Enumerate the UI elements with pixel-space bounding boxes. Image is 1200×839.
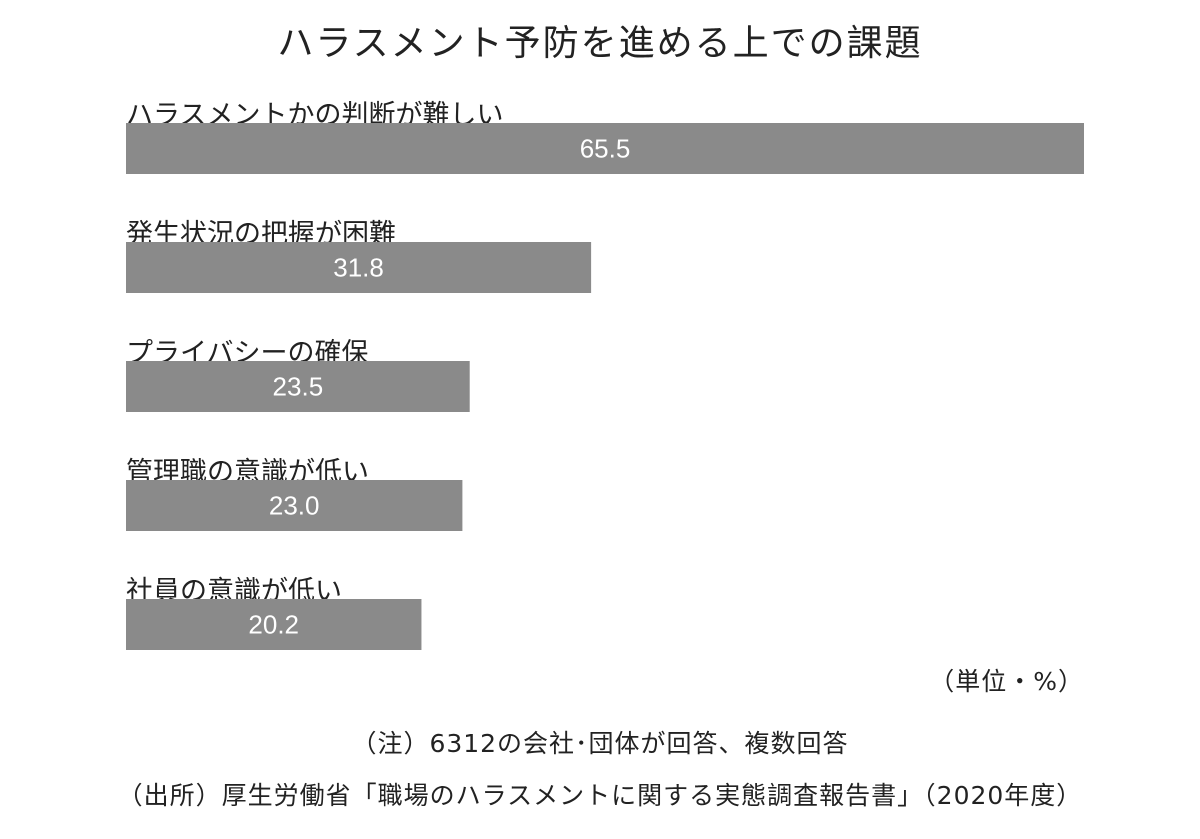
data-label: 20.2 xyxy=(248,610,299,640)
bar xyxy=(126,242,592,293)
bar xyxy=(126,123,1084,174)
data-label: 65.5 xyxy=(580,134,631,164)
data-label: 31.8 xyxy=(333,253,384,283)
unit-label: （単位・%） xyxy=(929,667,1084,696)
source-note: （出所）厚生労働省「職場のハラスメントに関する実態調査報告書」（2020年度） xyxy=(117,781,1083,810)
data-label: 23.0 xyxy=(269,491,320,521)
bar xyxy=(126,361,470,412)
chart-title: ハラスメント予防を進める上での課題 xyxy=(277,23,923,64)
footnote: （注）6312の会社･団体が回答、複数回答 xyxy=(351,729,849,758)
bar xyxy=(126,480,463,531)
bar xyxy=(126,599,422,650)
data-label: 23.5 xyxy=(273,372,324,402)
